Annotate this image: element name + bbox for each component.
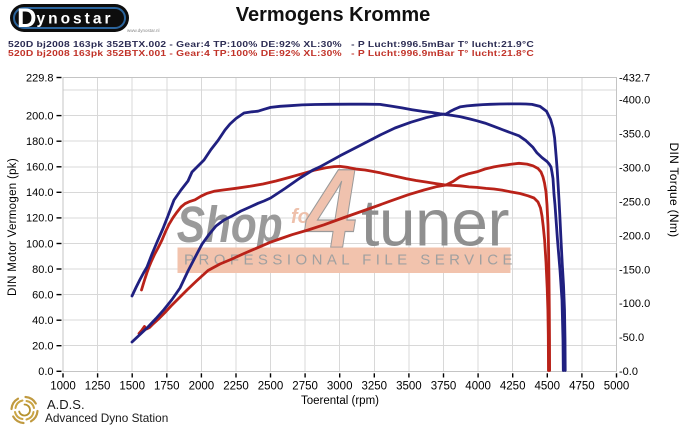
svg-text:2750: 2750 [292,381,318,393]
svg-text:3750: 3750 [431,381,457,393]
svg-text:229.8: 229.8 [26,72,54,84]
svg-text:100.0: 100.0 [26,238,54,250]
svg-text:4500: 4500 [535,381,561,393]
svg-text:120.0: 120.0 [26,213,54,225]
svg-text:-0.0: -0.0 [619,366,638,378]
svg-text:1500: 1500 [119,381,145,393]
svg-text:4000: 4000 [465,381,491,393]
svg-text:4750: 4750 [569,381,595,393]
svg-text:0.0: 0.0 [38,366,53,378]
svg-text:1000: 1000 [50,381,76,393]
svg-text:160.0: 160.0 [26,162,54,174]
svg-text:3250: 3250 [362,381,388,393]
svg-text:-50.0: -50.0 [619,332,644,344]
svg-text:60.0: 60.0 [32,289,53,301]
svg-text:Toerental (rpm): Toerental (rpm) [301,395,379,407]
svg-text:-400.0: -400.0 [619,95,650,107]
svg-text:1750: 1750 [154,381,180,393]
svg-text:140.0: 140.0 [26,187,54,199]
svg-text:-350.0: -350.0 [619,129,650,141]
svg-text:-432.7: -432.7 [619,72,650,84]
svg-text:5000: 5000 [604,381,630,393]
svg-text:-300.0: -300.0 [619,162,650,174]
svg-text:-100.0: -100.0 [619,298,650,310]
svg-text:40.0: 40.0 [32,315,53,327]
svg-text:4250: 4250 [500,381,526,393]
svg-text:200.0: 200.0 [26,110,54,122]
svg-text:-250.0: -250.0 [619,196,650,208]
svg-text:DIN Torque (Nm): DIN Torque (Nm) [667,143,681,238]
svg-text:DIN Motor Vermogen (pk): DIN Motor Vermogen (pk) [7,158,19,296]
svg-text:2500: 2500 [258,381,284,393]
svg-text:3000: 3000 [327,381,353,393]
svg-text:for: for [291,206,319,228]
svg-text:2000: 2000 [189,381,215,393]
svg-text:tuner: tuner [361,186,509,260]
svg-text:3500: 3500 [396,381,422,393]
svg-text:-150.0: -150.0 [619,264,650,276]
svg-text:-200.0: -200.0 [619,230,650,242]
svg-text:180.0: 180.0 [26,136,54,148]
svg-text:80.0: 80.0 [32,264,53,276]
svg-text:2250: 2250 [223,381,249,393]
svg-text:PROFESSIONAL FILE SERVICE: PROFESSIONAL FILE SERVICE [184,252,517,269]
svg-text:20.0: 20.0 [32,341,53,353]
svg-text:1250: 1250 [85,381,111,393]
